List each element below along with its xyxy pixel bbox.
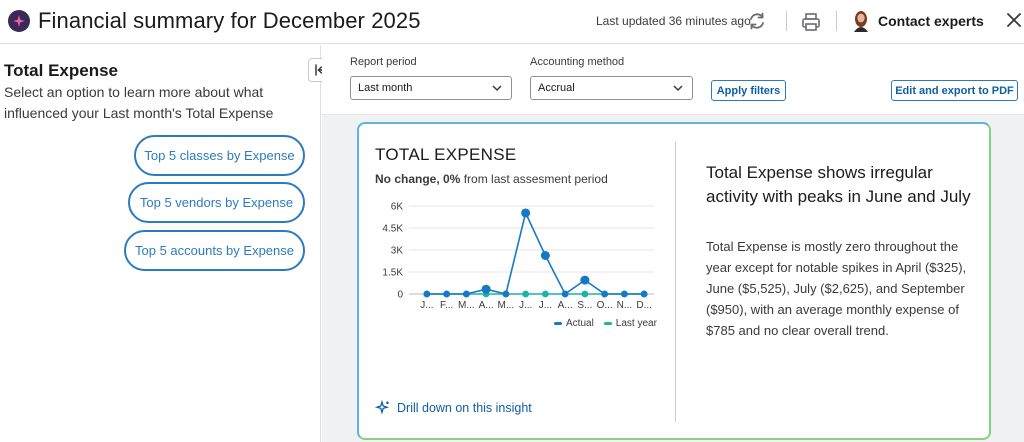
data-point-actual bbox=[561, 290, 569, 298]
x-tick-label: O... bbox=[597, 300, 613, 311]
report-period-label: Report period bbox=[350, 56, 417, 68]
chevron-down-icon bbox=[673, 85, 683, 92]
chevron-down-icon bbox=[492, 85, 502, 92]
data-point-actual bbox=[481, 284, 491, 294]
accounting-method-value: Accrual bbox=[538, 82, 575, 94]
change-summary: No change, 0% bbox=[375, 172, 461, 186]
y-tick-label: 6K bbox=[391, 202, 404, 213]
card-title: TOTAL EXPENSE bbox=[375, 145, 517, 164]
data-point-actual bbox=[423, 290, 431, 298]
x-tick-label: J... bbox=[539, 300, 552, 311]
accounting-method-label: Accounting method bbox=[530, 56, 625, 68]
data-point-actual bbox=[620, 290, 628, 298]
y-tick-label: 0 bbox=[397, 290, 403, 301]
x-tick-label: N... bbox=[617, 300, 633, 311]
top-accounts-button[interactable]: Top 5 accounts by Expense bbox=[124, 230, 305, 271]
y-tick-label: 3K bbox=[391, 246, 404, 257]
series-line-actual bbox=[426, 210, 645, 296]
top-vendors-button[interactable]: Top 5 vendors by Expense bbox=[128, 182, 305, 223]
data-point-actual bbox=[540, 251, 550, 260]
legend-last-year: Last year bbox=[603, 318, 657, 329]
data-point-last-year bbox=[541, 290, 549, 298]
data-point-actual bbox=[580, 275, 590, 285]
data-point-last-year bbox=[522, 290, 530, 298]
x-tick-label: M... bbox=[498, 300, 515, 311]
top-classes-button[interactable]: Top 5 classes by Expense bbox=[134, 135, 305, 176]
contact-experts-link[interactable]: Contact experts bbox=[878, 13, 984, 29]
data-point-actual bbox=[521, 208, 531, 218]
drill-down-label: Drill down on this insight bbox=[397, 401, 532, 415]
x-tick-label: J... bbox=[420, 300, 433, 311]
x-tick-label: J... bbox=[519, 300, 532, 311]
data-point-actual bbox=[601, 290, 609, 298]
legend-last-year-swatch bbox=[603, 321, 612, 325]
insight-title: Total Expense shows irregular activity w… bbox=[706, 163, 971, 206]
card-subtitle: No change, 0% from last assesment period bbox=[375, 172, 608, 186]
app-logo-icon bbox=[8, 10, 30, 32]
x-tick-label: F... bbox=[440, 300, 453, 311]
drill-down-link[interactable]: Drill down on this insight bbox=[375, 400, 532, 416]
x-tick-label: A... bbox=[558, 300, 573, 311]
legend-actual-label: Actual bbox=[566, 318, 594, 329]
print-icon[interactable] bbox=[800, 11, 822, 33]
data-point-actual bbox=[640, 290, 648, 298]
filter-bar: Report period Last month Accounting meth… bbox=[322, 45, 1024, 115]
card-divider bbox=[675, 142, 676, 422]
left-panel-heading: Total Expense bbox=[4, 61, 118, 80]
apply-filters-button[interactable]: Apply filters bbox=[711, 80, 786, 101]
legend-last-year-label: Last year bbox=[615, 318, 657, 329]
x-tick-label: M... bbox=[458, 300, 475, 311]
x-tick-label: D... bbox=[636, 300, 652, 311]
data-point-actual bbox=[502, 290, 510, 298]
x-tick-label: S... bbox=[577, 300, 592, 311]
sparkle-icon bbox=[375, 400, 390, 415]
left-panel: Total Expense Select an option to learn … bbox=[0, 45, 321, 442]
insight-body: Total Expense is mostly zero throughout … bbox=[706, 239, 967, 338]
x-tick-label: A... bbox=[479, 300, 494, 311]
data-point-actual bbox=[462, 290, 470, 298]
legend-actual-swatch bbox=[554, 321, 562, 325]
refresh-icon[interactable] bbox=[746, 10, 768, 32]
legend-actual: Actual bbox=[554, 318, 594, 329]
data-point-actual bbox=[443, 290, 451, 298]
report-period-select[interactable]: Last month bbox=[350, 76, 512, 100]
header: Financial summary for December 2025 Last… bbox=[0, 0, 1024, 44]
export-pdf-button[interactable]: Edit and export to PDF bbox=[891, 80, 1018, 101]
chart-legend: Actual Last year bbox=[554, 318, 657, 329]
y-tick-label: 1.5K bbox=[382, 268, 403, 279]
left-panel-description: Select an option to learn more about wha… bbox=[4, 84, 274, 121]
y-tick-label: 4.5K bbox=[382, 224, 403, 235]
page-title: Financial summary for December 2025 bbox=[38, 8, 421, 33]
header-divider bbox=[836, 11, 837, 31]
data-point-last-year bbox=[581, 290, 589, 298]
change-period-text: from last assesment period bbox=[460, 172, 608, 186]
expert-avatar-icon bbox=[851, 10, 871, 32]
header-divider bbox=[786, 11, 787, 31]
total-expense-chart: 6K 4.5K 3K 1.5K 0 J... F... M... A... M... J... J..… bbox=[382, 202, 654, 311]
last-updated-text: Last updated 36 minutes ago bbox=[596, 14, 751, 28]
accounting-method-select[interactable]: Accrual bbox=[530, 76, 693, 100]
report-period-value: Last month bbox=[358, 82, 413, 94]
close-icon[interactable] bbox=[1004, 10, 1024, 30]
insight-card: TOTAL EXPENSE No change, 0% from last as… bbox=[357, 122, 991, 440]
